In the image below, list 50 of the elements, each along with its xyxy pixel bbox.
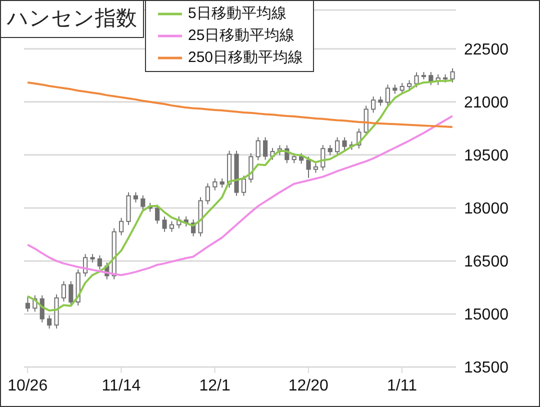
candlestick — [68, 280, 74, 306]
candlestick — [212, 178, 218, 191]
candlestick — [47, 314, 52, 330]
y-tick-label: 13500 — [464, 360, 509, 377]
chart-title: ハンセン指数 — [0, 0, 144, 38]
legend-label: 250日移動平均線 — [188, 48, 304, 68]
y-tick-label: 16500 — [464, 254, 509, 271]
candlestick — [97, 254, 102, 270]
x-tick-label: 12/1 — [199, 377, 230, 394]
candlestick — [392, 84, 398, 94]
candlestick — [162, 216, 167, 232]
x-tick-label: 12/20 — [288, 377, 329, 394]
candlestick — [140, 194, 146, 210]
x-tick-label: 11/14 — [102, 377, 141, 394]
candlestick — [385, 84, 390, 106]
candlestick — [450, 68, 455, 83]
candlestick — [169, 220, 174, 232]
legend-label: 5日移動平均線 — [188, 4, 286, 24]
candlestick — [407, 80, 412, 91]
legend-label: 25日移動平均線 — [188, 26, 295, 46]
candlestick — [220, 178, 224, 188]
candlestick — [292, 152, 296, 164]
candlestick — [241, 175, 246, 196]
candlestick — [205, 182, 210, 205]
line-series — [26, 81, 454, 128]
candlestick — [328, 144, 332, 156]
candlestick — [25, 296, 30, 312]
y-tick-label: 21000 — [464, 94, 509, 112]
candlestick — [378, 96, 383, 106]
candlestick — [313, 162, 318, 174]
candlestick — [342, 136, 347, 150]
candlestick — [299, 152, 304, 164]
y-tick-label: 18000 — [464, 200, 509, 218]
candlestick — [414, 72, 419, 88]
y-tick-label: 22500 — [464, 42, 509, 59]
candlestick — [133, 192, 138, 203]
y-tick-label: 19500 — [464, 148, 509, 165]
candlestick — [371, 96, 376, 114]
candlestick — [155, 204, 160, 224]
candlestick — [256, 136, 260, 161]
candlestick — [263, 136, 268, 160]
candlestick — [119, 217, 124, 236]
candlestick — [306, 156, 311, 178]
line-series — [26, 115, 454, 276]
x-tick-label: 10/26 — [8, 377, 48, 394]
candlestick — [400, 82, 404, 94]
y-tick-label: 15000 — [464, 306, 509, 324]
candlestick — [335, 136, 340, 156]
candlestick — [61, 280, 66, 302]
x-tick-label: 1/11 — [387, 377, 418, 394]
